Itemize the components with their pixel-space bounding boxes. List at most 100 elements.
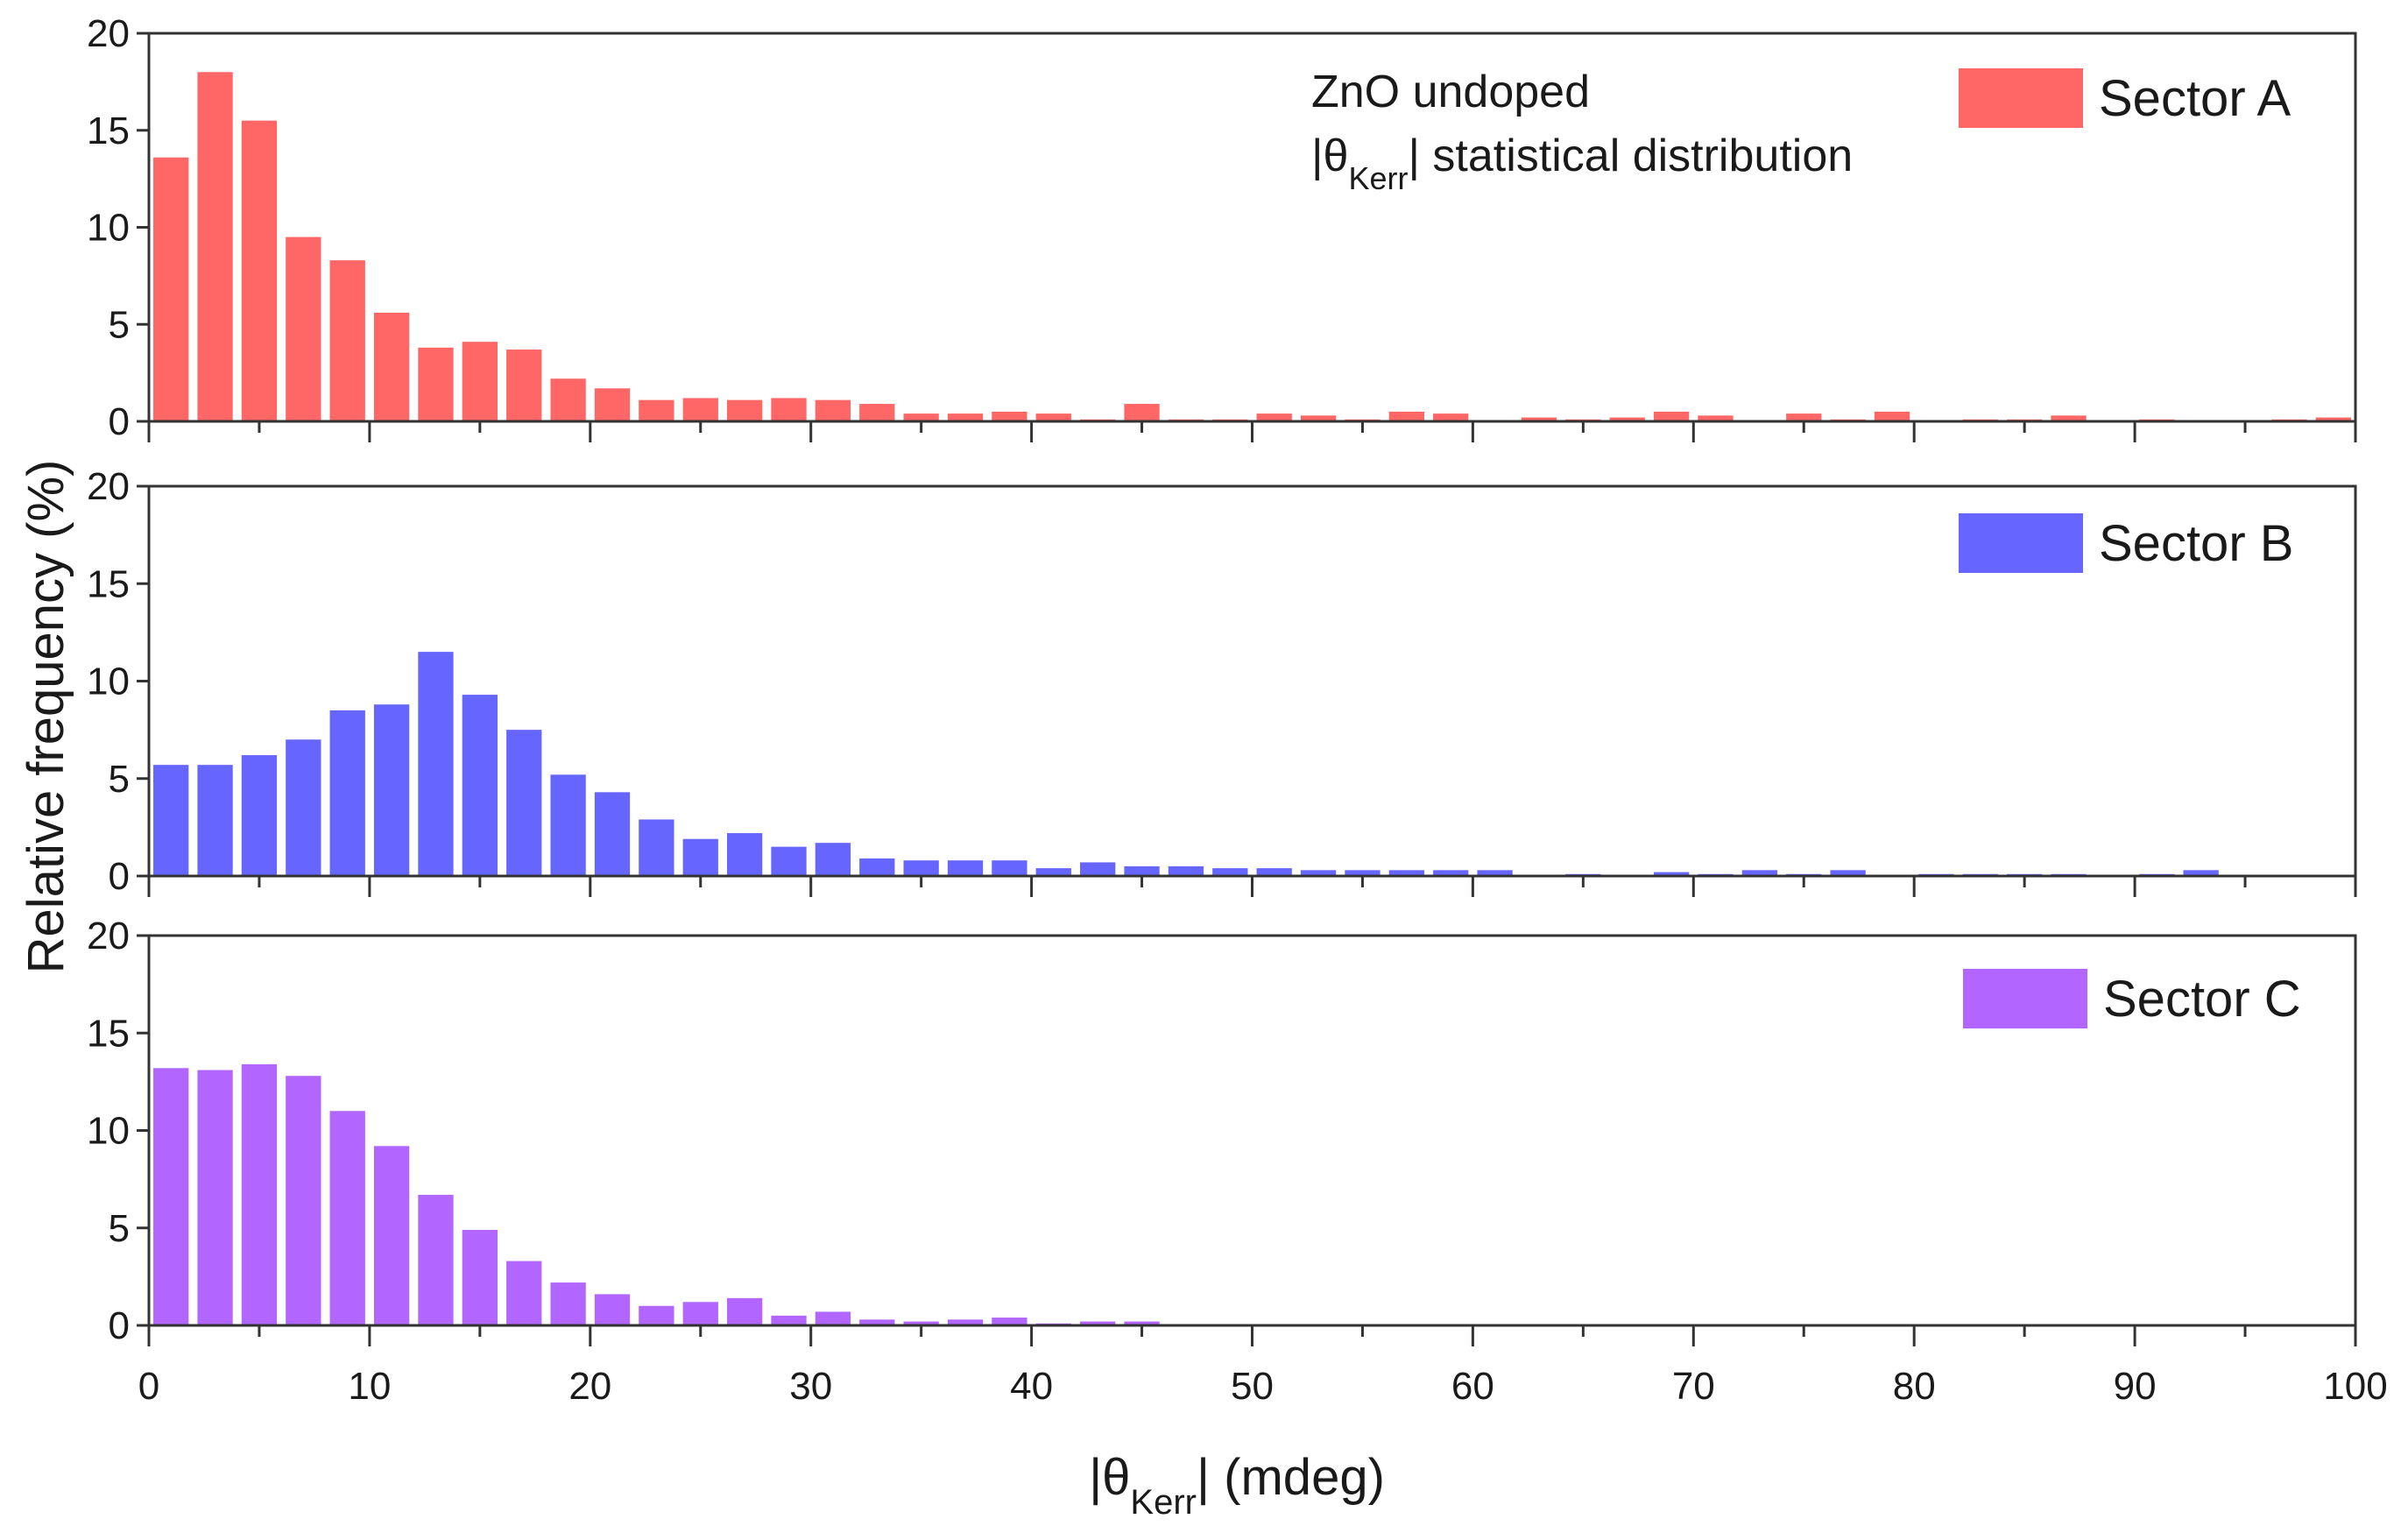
x-tick-label: 90: [2114, 1365, 2157, 1408]
panel-b-bar: [1653, 872, 1690, 876]
panel-c-bar: [418, 1194, 454, 1325]
annotation-title: ZnO undoped: [1311, 67, 1590, 117]
panel-b-bar: [859, 858, 895, 876]
panel-c-legend-label: Sector C: [2103, 971, 2301, 1028]
panel-b-bar: [947, 860, 984, 876]
panel-c-bar: [771, 1315, 807, 1325]
x-tick-label: 10: [348, 1365, 391, 1408]
panel-c-y-tick-label: 5: [109, 1207, 130, 1250]
panel-c-y-tick-label: 10: [87, 1110, 130, 1153]
panel-b-bar: [286, 739, 321, 876]
panel-a-bar: [1786, 413, 1822, 421]
panel-a-bar: [2315, 417, 2351, 421]
panel-b-bar: [726, 833, 763, 876]
panel-b-y-tick-label: 20: [87, 465, 130, 508]
panel-a-bar: [771, 398, 807, 421]
panel-c-bar: [1124, 1321, 1160, 1325]
x-tick-label: 100: [2323, 1365, 2387, 1408]
panel-b-bar: [903, 860, 939, 876]
x-tick-label: 0: [138, 1365, 159, 1408]
panel-a-y-tick-label: 15: [87, 110, 130, 152]
x-axis-title: |θKerr| (mdeg): [1089, 1449, 1385, 1522]
panel-b-bar: [992, 860, 1027, 876]
panel-a-bar: [1698, 415, 1734, 421]
x-tick-label: 30: [789, 1365, 832, 1408]
x-tick-label: 60: [1451, 1365, 1494, 1408]
panel-a-bar: [286, 237, 321, 421]
panel-a-legend-label: Sector A: [2099, 70, 2291, 127]
panel-c-y-tick-label: 20: [87, 915, 130, 957]
panel-a-bar: [1256, 413, 1292, 421]
panel-c-bar: [329, 1111, 365, 1325]
panel-b-bar: [153, 765, 189, 876]
panel-a-bar: [947, 413, 984, 421]
panel-b-bar: [241, 755, 278, 876]
panel-b-bar: [1080, 862, 1116, 876]
x-tick-label: 80: [1893, 1365, 1936, 1408]
panel-c-y-tick-label: 0: [109, 1304, 130, 1347]
panel-c-bar: [903, 1321, 939, 1325]
panel-b-legend-label: Sector B: [2099, 515, 2293, 572]
x-axis-title-pre: |θ: [1089, 1449, 1130, 1506]
panel-a-bar: [1521, 417, 1557, 421]
panel-a-bar: [1433, 413, 1469, 421]
panel-b-bar: [1124, 865, 1160, 876]
panel-b-legend-swatch: [1959, 513, 2083, 573]
panel-b-bar: [1035, 868, 1071, 876]
panel-c-bar: [153, 1068, 189, 1325]
panel-a-bar: [594, 388, 631, 421]
panel-a-bar: [329, 260, 365, 421]
panel-a-bar: [153, 157, 189, 421]
panel-a-bar: [682, 398, 718, 421]
annotation-subtitle-post: | statistical distribution: [1408, 131, 1853, 181]
panel-c-bar: [373, 1146, 410, 1325]
panel-b-bar: [550, 774, 586, 876]
panel-b-bar: [1300, 870, 1337, 876]
x-tick-label: 40: [1010, 1365, 1053, 1408]
panel-b-y-tick-label: 5: [109, 758, 130, 801]
panel-b-bar: [462, 695, 498, 876]
panel-c-bar: [992, 1318, 1027, 1325]
panel-a-bar: [373, 312, 410, 421]
panel-b-y-tick-label: 10: [87, 661, 130, 703]
panel-a-legend-swatch: [1959, 68, 2083, 128]
panel-c-y-tick-label: 15: [87, 1012, 130, 1055]
panel-a-bar: [639, 399, 674, 421]
panel-a-bar: [506, 350, 542, 421]
panel-a-bar: [1388, 411, 1424, 421]
panel-a-bar: [418, 347, 454, 421]
x-axis-title-sub: Kerr: [1130, 1483, 1197, 1522]
panel-c-bar: [462, 1229, 498, 1325]
panel-b-bar: [1830, 870, 1866, 876]
panel-b-bar: [1477, 870, 1513, 876]
x-tick-label: 70: [1672, 1365, 1715, 1408]
panel-a-bar: [550, 378, 586, 421]
panel-b-bar: [373, 704, 410, 876]
panel-c-bar: [815, 1311, 851, 1325]
panel-c-bar: [682, 1302, 718, 1325]
panel-a-bar: [815, 399, 851, 421]
panel-c-bar: [639, 1305, 674, 1325]
panel-a-bar: [903, 413, 939, 421]
panel-a-y-tick-label: 10: [87, 207, 130, 250]
panel-b-bar: [506, 730, 542, 876]
panel-b-bar: [197, 765, 233, 876]
panel-b-bar: [1388, 870, 1424, 876]
panel-a-bar: [1035, 413, 1071, 421]
annotation-subtitle-pre: |θ: [1311, 131, 1348, 181]
panel-a-bar: [859, 404, 895, 421]
panel-c-bar: [241, 1063, 278, 1325]
x-axis-title-post: | (mdeg): [1197, 1449, 1385, 1506]
panel-c-bar: [1080, 1321, 1116, 1325]
panel-b-bar: [2183, 870, 2219, 876]
panel-a-y-tick-label: 5: [109, 303, 130, 346]
panel-b-bar: [1345, 870, 1381, 876]
panel-c-bar: [726, 1297, 763, 1325]
annotation-subtitle-sub: Kerr: [1348, 160, 1408, 196]
panel-c-bar: [506, 1261, 542, 1325]
panel-a-y-tick-label: 20: [87, 12, 130, 55]
panel-a-bar: [1609, 417, 1645, 421]
panel-a-bar: [2051, 415, 2087, 421]
